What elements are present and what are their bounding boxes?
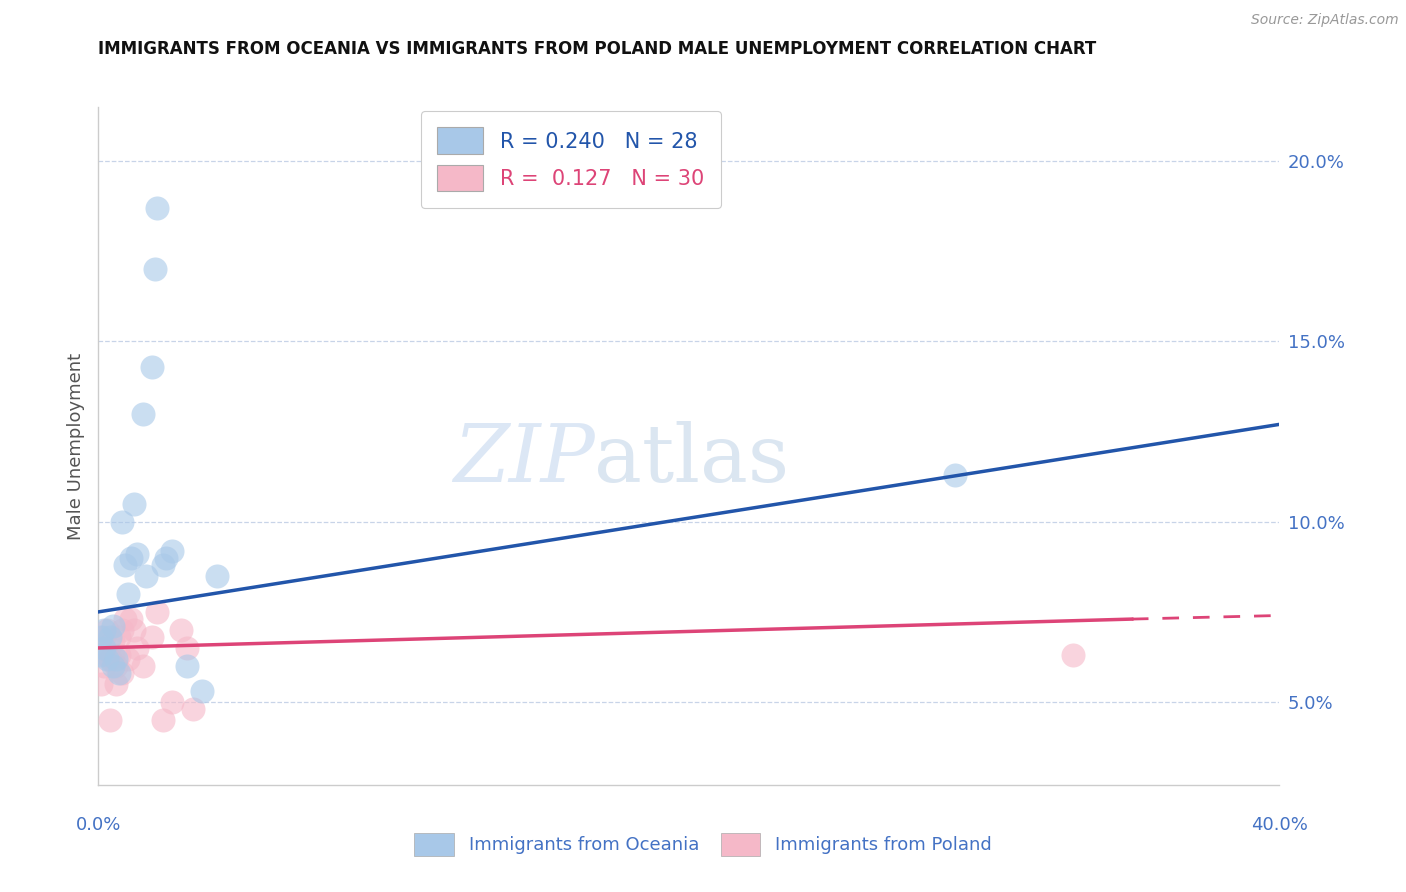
Point [93, 640, 115, 655]
Text: Source: ZipAtlas.com: Source: ZipAtlas.com [1251, 13, 1399, 28]
Point [93, 623, 115, 637]
Point [146, 605, 169, 619]
Point [125, 547, 148, 561]
Point [176, 659, 198, 673]
Legend: R = 0.240   N = 28, R =  0.127   N = 30: R = 0.240 N = 28, R = 0.127 N = 30 [420, 111, 721, 208]
Point [96, 623, 118, 637]
Text: atlas: atlas [595, 420, 790, 499]
Point [141, 630, 163, 644]
Point [111, 623, 134, 637]
Point [176, 640, 198, 655]
Point [108, 666, 131, 681]
Point [98, 630, 121, 644]
Point [93, 659, 115, 673]
Point [96, 652, 118, 666]
Point [114, 612, 136, 626]
Legend: Immigrants from Oceania, Immigrants from Poland: Immigrants from Oceania, Immigrants from… [408, 826, 998, 863]
Point [98, 652, 121, 666]
Point [103, 659, 125, 673]
Point [93, 630, 115, 644]
Point [143, 262, 166, 277]
Text: 0.0%: 0.0% [76, 816, 121, 834]
Point [205, 569, 228, 583]
Point [103, 648, 125, 662]
Point [105, 677, 128, 691]
Point [96, 648, 118, 662]
Point [162, 695, 183, 709]
Point [162, 543, 183, 558]
Point [141, 359, 163, 374]
Point [170, 623, 193, 637]
Point [98, 713, 121, 727]
Point [90, 640, 112, 655]
Point [125, 640, 148, 655]
Point [103, 633, 125, 648]
Point [943, 467, 966, 482]
Point [120, 612, 142, 626]
Point [122, 623, 145, 637]
Point [117, 587, 139, 601]
Text: IMMIGRANTS FROM OCEANIA VS IMMIGRANTS FROM POLAND MALE UNEMPLOYMENT CORRELATION : IMMIGRANTS FROM OCEANIA VS IMMIGRANTS FR… [98, 40, 1097, 58]
Point [90, 630, 112, 644]
Point [155, 550, 177, 565]
Point [105, 659, 128, 673]
Point [122, 497, 145, 511]
Y-axis label: Male Unemployment: Male Unemployment [66, 352, 84, 540]
Point [1062, 648, 1084, 662]
Point [152, 713, 174, 727]
Point [90, 648, 112, 662]
Text: 40.0%: 40.0% [1251, 816, 1308, 834]
Point [114, 558, 136, 572]
Point [120, 550, 142, 565]
Point [103, 619, 125, 633]
Point [111, 666, 134, 681]
Point [117, 652, 139, 666]
Point [181, 702, 204, 716]
Point [105, 652, 128, 666]
Point [132, 407, 155, 421]
Point [132, 659, 155, 673]
Text: ZIP: ZIP [453, 421, 595, 499]
Point [191, 684, 214, 698]
Point [108, 630, 131, 644]
Point [111, 515, 134, 529]
Point [135, 569, 157, 583]
Point [108, 648, 131, 662]
Point [146, 201, 169, 215]
Point [152, 558, 174, 572]
Point [90, 677, 112, 691]
